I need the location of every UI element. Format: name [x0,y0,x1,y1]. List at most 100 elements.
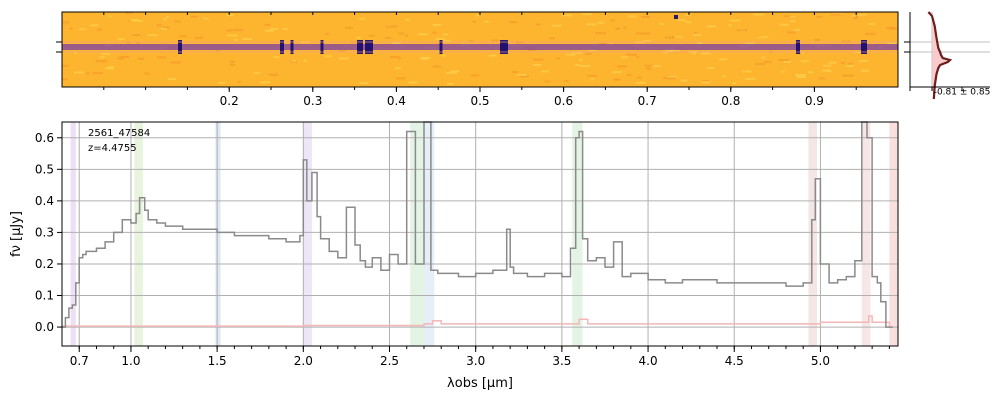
image-noise-speck [303,59,308,62]
image-noise-speck [796,76,807,79]
image-noise-speck [821,69,830,72]
image-noise-speck [842,74,854,77]
image-noise-speck [636,56,640,59]
image-noise-speck [450,70,460,73]
image-noise-speck [338,57,349,60]
image-noise-speck [203,17,209,20]
2d-spectrum-panel: 0.2 0.3 0.4 0.5 0.6 0.7 0.8 0.9 [56,11,899,108]
image-noise-speck [721,75,726,78]
1d-spectrum-panel: 0.7 1.0 1.5 2.0 2.5 3.0 3.5 4.0 4.5 5.0 0.0 0.1 0.2… [9,121,899,391]
image-noise-speck [395,67,401,70]
x-ticks: 0.7 1.0 1.5 2.0 2.5 3.0 3.5 4.0 4.5 5.0 [70,346,890,368]
shaded-band [134,122,144,346]
image-noise-speck [729,19,741,22]
x-tick-label: 1.5 [208,354,227,368]
image-noise-speck [162,26,170,29]
image-noise-speck [814,38,821,41]
image-emission-blob [290,40,294,54]
object-id-label: 2561_47584 [88,128,150,139]
image-noise-speck [579,59,583,62]
image-noise-speck [858,60,868,62]
image-noise-speck [816,16,823,18]
image-noise-speck [701,81,711,84]
image-emission-blob [796,40,800,54]
image-noise-speck [595,32,606,35]
image-noise-speck [794,28,801,31]
image-noise-speck [179,35,187,38]
image-noise-speck [671,49,680,52]
y-tick-label: 0.1 [35,289,54,303]
image-noise-speck [157,56,166,59]
image-noise-speck [887,42,896,45]
image-noise-speck [268,73,279,76]
image-noise-speck [389,25,398,28]
image-noise-speck [586,23,597,26]
image-noise-speck [643,32,651,35]
image-noise-speck [97,28,102,31]
image-noise-speck [190,15,198,18]
2d-spectrum-emission-features [178,15,867,54]
image-noise-speck [736,29,747,32]
image-noise-speck [886,26,895,29]
image-noise-speck [325,32,329,35]
image-noise-speck [556,57,560,60]
image-noise-speck [63,21,70,24]
grid-lines [62,122,898,346]
image-noise-speck [443,33,449,36]
image-emission-blob [365,40,373,54]
image-noise-speck [78,28,86,31]
image-noise-speck [395,77,406,80]
image-noise-speck [533,58,544,61]
profile-fill [928,12,950,99]
image-noise-speck [623,26,627,29]
x-axis-label: λobs [μm] [447,376,513,391]
x-tick-label: 0.7 [70,354,89,368]
image-noise-speck [575,64,580,66]
image-noise-speck [823,64,832,67]
shaded-band [861,122,871,346]
image-noise-speck [230,64,236,67]
x-tick-label: 4.5 [725,354,744,368]
image-noise-speck [283,28,288,30]
image-noise-speck [432,65,441,68]
image-noise-speck [74,52,77,55]
image-noise-speck [828,61,837,64]
image-noise-speck [137,57,145,60]
image-noise-speck [645,67,652,70]
image-noise-speck [405,34,409,37]
image-noise-speck [472,20,476,23]
image-noise-speck [860,69,870,72]
top-x-tick-label: 0.2 [220,94,239,108]
image-noise-speck [260,81,271,84]
image-noise-speck [685,21,692,24]
image-noise-speck [696,42,702,45]
image-noise-speck [551,24,562,27]
image-noise-speck [237,80,242,83]
image-noise-speck [830,13,842,16]
image-noise-speck [511,71,519,73]
image-noise-speck [819,77,825,80]
image-noise-speck [586,74,598,77]
shaded-band [572,122,583,346]
image-noise-speck [215,50,220,53]
image-noise-speck [853,17,858,20]
image-emission-blob [674,15,678,19]
image-noise-speck [435,38,445,41]
image-noise-speck [132,19,139,21]
image-noise-speck [679,79,688,82]
image-noise-speck [432,31,437,34]
image-emission-blob [500,40,508,54]
image-noise-speck [544,80,551,83]
image-noise-speck [800,60,810,63]
image-noise-speck [627,74,632,77]
image-noise-speck [469,39,474,42]
image-noise-speck [757,36,769,39]
image-noise-speck [564,80,569,83]
image-noise-speck [156,24,162,27]
image-noise-speck [516,74,527,76]
image-noise-speck [229,14,234,17]
image-noise-speck [667,50,673,53]
image-noise-speck [338,50,346,53]
image-noise-speck [73,71,85,74]
image-noise-speck [135,41,140,44]
